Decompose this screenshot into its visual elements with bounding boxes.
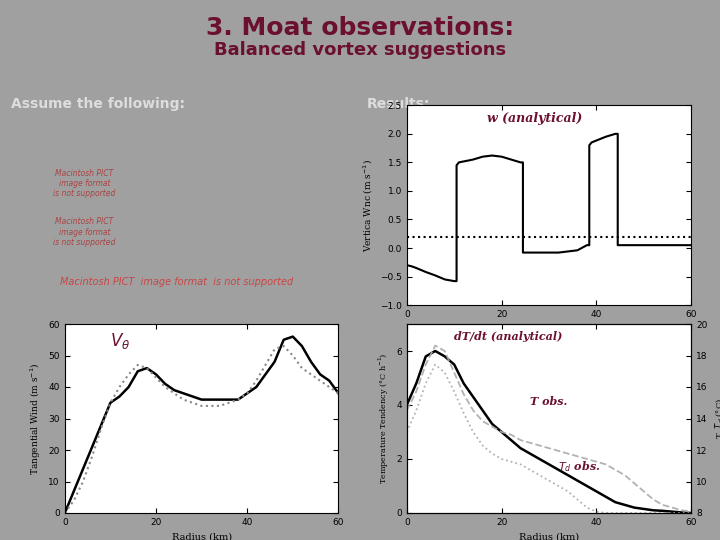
Text: Assume the following:: Assume the following:	[11, 97, 184, 111]
Text: $T_d$ obs.: $T_d$ obs.	[559, 459, 601, 474]
X-axis label: Radius (km): Radius (km)	[519, 325, 579, 334]
Text: Results:: Results:	[367, 97, 431, 111]
Text: Macintosh PICT  image format  is not supported: Macintosh PICT image format is not suppo…	[60, 277, 293, 287]
Text: $\mathit{V_\theta}$: $\mathit{V_\theta}$	[110, 331, 130, 351]
Y-axis label: Temperature Tendency (°C h$^{-1}$): Temperature Tendency (°C h$^{-1}$)	[377, 353, 391, 484]
Text: w (analytical): w (analytical)	[487, 112, 582, 125]
Y-axis label: Vertica Wnc (m s$^{-1}$): Vertica Wnc (m s$^{-1}$)	[361, 159, 374, 252]
Y-axis label: Tangential Wind (m s$^{-1}$): Tangential Wind (m s$^{-1}$)	[29, 362, 43, 475]
Text: Macintosh PICT
image format
is not supported: Macintosh PICT image format is not suppo…	[53, 168, 116, 199]
Text: Macintosh PICT
image format
is not supported: Macintosh PICT image format is not suppo…	[53, 217, 116, 247]
Text: T obs.: T obs.	[530, 396, 567, 407]
Text: dT/dt (analytical): dT/dt (analytical)	[454, 331, 562, 342]
Y-axis label: T, $T_d$ (°C): T, $T_d$ (°C)	[713, 398, 720, 439]
X-axis label: Radius (km): Radius (km)	[171, 532, 232, 540]
Text: Balanced vortex suggestions: Balanced vortex suggestions	[214, 40, 506, 59]
Text: 3. Moat observations:: 3. Moat observations:	[206, 16, 514, 39]
X-axis label: Radius (km): Radius (km)	[519, 532, 579, 540]
